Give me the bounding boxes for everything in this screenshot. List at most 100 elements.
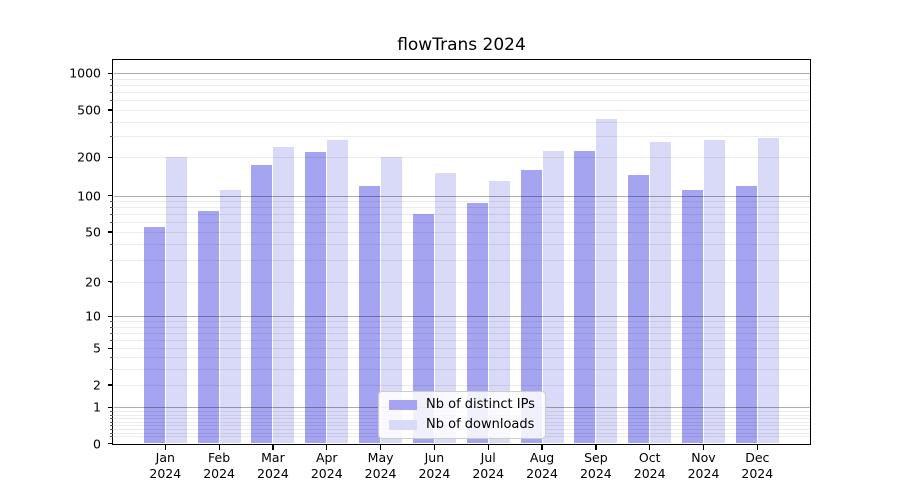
y-minor-tick-mark	[109, 121, 113, 123]
x-tick-mark	[379, 445, 382, 450]
x-tick-mark	[595, 445, 597, 450]
y-minor-tick-mark	[109, 85, 113, 87]
x-tick-label: May 2024	[364, 450, 397, 481]
y-minor-tick-mark	[109, 436, 113, 438]
bar-dec-2024-downloads	[757, 138, 779, 444]
y-minor-tick-mark	[109, 78, 113, 80]
y-minor-tick-mark	[109, 326, 113, 328]
legend: Nb of distinct IPs Nb of downloads	[378, 391, 546, 439]
x-tick-mark	[487, 445, 489, 450]
minor-gridline	[113, 207, 810, 209]
chart-title: flowTrans 2024	[397, 35, 526, 55]
x-tick-label: Aug 2024	[526, 450, 558, 481]
bar-nov-2024-distinct-ips	[682, 190, 703, 444]
x-tick-label: Jul 2024	[472, 450, 505, 481]
x-tick-mark	[649, 445, 651, 450]
bar-aug-2024-distinct-ips	[520, 169, 542, 444]
major-gridline	[113, 73, 810, 75]
bar-jul-2024-distinct-ips	[466, 202, 488, 444]
minor-gridline	[113, 244, 810, 246]
bar-feb-2024-downloads	[219, 190, 241, 444]
y-minor-tick-mark	[109, 259, 113, 261]
y-minor-tick-mark	[109, 222, 113, 224]
y-tick-mark	[108, 156, 113, 158]
bar-sep-2024-distinct-ips	[574, 151, 596, 444]
y-tick-label: 500	[77, 102, 101, 118]
bar-apr-2024-distinct-ips	[305, 152, 327, 444]
y-tick-mark	[108, 231, 113, 233]
y-tick-label: 0	[93, 436, 101, 451]
bar-dec-2024-distinct-ips	[735, 185, 757, 444]
plot-area-border	[112, 58, 811, 445]
bar-feb-2024-distinct-ips	[197, 210, 219, 444]
bar-may-2024-distinct-ips	[359, 185, 381, 444]
x-tick-label: Oct 2024	[633, 450, 666, 481]
x-tick-mark	[541, 445, 543, 450]
y-tick-mark	[108, 442, 113, 445]
legend-label-downloads: Nb of downloads	[426, 417, 535, 432]
y-tick-mark	[108, 109, 113, 111]
minor-gridline	[113, 348, 810, 350]
minor-gridline	[113, 92, 810, 94]
legend-label-distinct-ips: Nb of distinct IPs	[426, 397, 535, 412]
legend-swatch-distinct-ips	[389, 400, 417, 410]
bar-oct-2024-downloads	[650, 141, 672, 444]
y-tick-label: 10	[85, 308, 101, 324]
minor-gridline	[113, 121, 810, 123]
y-minor-tick-mark	[109, 214, 113, 216]
minor-gridline	[113, 78, 810, 80]
bar-sep-2024-downloads	[596, 119, 618, 444]
y-tick-mark	[108, 315, 113, 317]
x-tick-mark	[756, 445, 759, 450]
x-tick-label: Nov 2024	[687, 450, 720, 481]
y-tick-mark	[108, 195, 113, 197]
x-tick-mark	[218, 445, 220, 450]
y-minor-tick-mark	[109, 244, 113, 246]
bar-mar-2024-distinct-ips	[251, 164, 273, 444]
y-minor-tick-mark	[109, 368, 113, 370]
bar-may-2024-downloads	[381, 157, 403, 444]
y-minor-tick-mark	[109, 421, 113, 423]
y-tick-mark	[108, 347, 113, 349]
y-minor-tick-mark	[109, 429, 113, 431]
minor-gridline	[113, 100, 810, 102]
x-tick-label: Feb 2024	[203, 450, 236, 481]
x-tick-label: Dec 2024	[741, 450, 774, 481]
bar-jan-2024-downloads	[165, 157, 187, 444]
y-tick-label: 200	[77, 149, 101, 165]
y-minor-tick-mark	[109, 136, 113, 138]
minor-gridline	[113, 232, 810, 233]
minor-gridline	[113, 136, 810, 138]
minor-gridline	[113, 281, 810, 283]
legend-swatch-downloads	[389, 420, 417, 430]
y-tick-label: 20	[85, 274, 101, 290]
x-tick-mark	[272, 445, 274, 450]
minor-gridline	[113, 201, 810, 203]
minor-gridline	[113, 85, 810, 87]
legend-item-downloads: Nb of downloads	[389, 417, 535, 433]
y-minor-tick-mark	[109, 414, 113, 416]
y-minor-tick-mark	[109, 332, 113, 334]
x-tick-label: Mar 2024	[257, 450, 289, 481]
x-tick-mark	[164, 445, 166, 450]
minor-gridline	[113, 157, 810, 159]
y-minor-tick-mark	[109, 432, 113, 434]
x-tick-label: Sep 2024	[579, 450, 612, 481]
y-minor-tick-mark	[109, 425, 113, 427]
minor-gridline	[113, 259, 810, 261]
minor-gridline	[113, 339, 810, 341]
y-minor-tick-mark	[109, 100, 113, 102]
x-tick-mark	[326, 445, 328, 450]
y-tick-mark	[108, 406, 113, 408]
y-minor-tick-mark	[109, 339, 113, 341]
y-tick-mark	[108, 72, 113, 74]
y-tick-label: 50	[85, 224, 101, 240]
x-tick-mark	[433, 445, 436, 450]
minor-gridline	[113, 214, 810, 216]
y-tick-label: 5	[93, 340, 101, 356]
minor-gridline	[113, 385, 810, 386]
bar-nov-2024-downloads	[704, 139, 725, 444]
y-minor-tick-mark	[109, 92, 113, 94]
bar-oct-2024-distinct-ips	[628, 175, 650, 444]
x-tick-label: Jan 2024	[149, 450, 182, 481]
